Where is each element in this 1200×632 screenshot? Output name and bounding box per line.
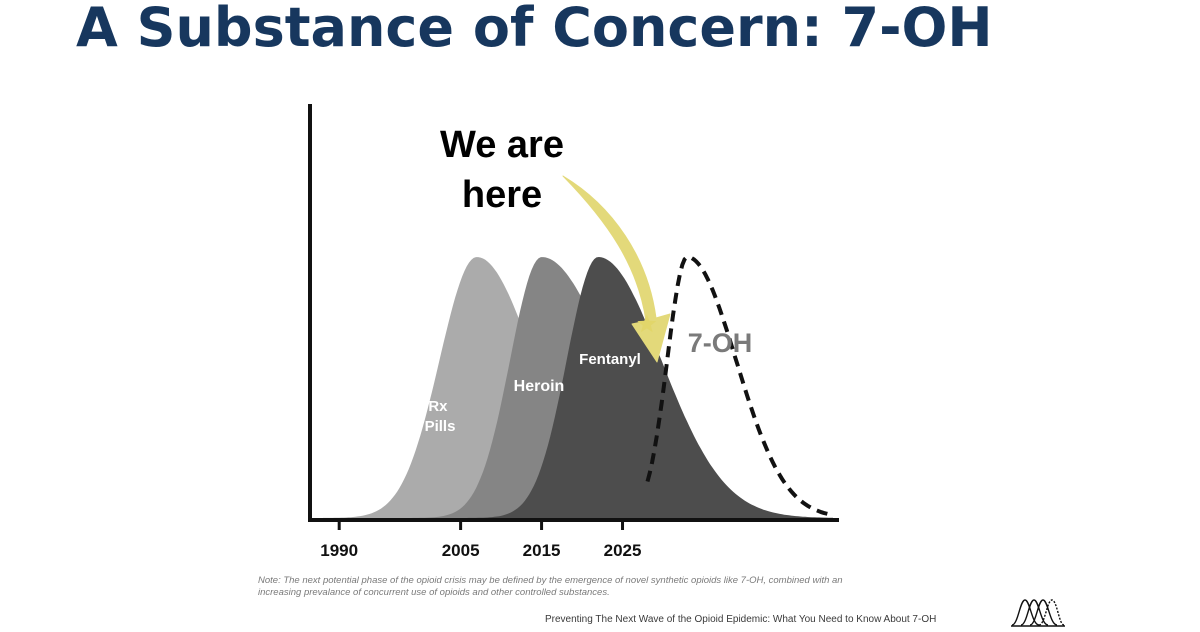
wave-rx-pills bbox=[323, 257, 833, 518]
tick-layer: 1990 2005 2015 2025 bbox=[320, 520, 641, 560]
x-tick-label: 2015 bbox=[523, 541, 561, 560]
opioid-waves-chart: 1990 2005 2015 2025 Rx Pills Heroin Fentany… bbox=[308, 104, 839, 560]
series-label-rx-pills: Rx Pills bbox=[425, 398, 456, 435]
annotation-text-line1: We are bbox=[440, 124, 564, 166]
x-tick-label: 1990 bbox=[320, 541, 358, 560]
star-icon bbox=[637, 314, 657, 333]
series-label-heroin: Heroin bbox=[514, 378, 565, 395]
series-label-7-oh: 7-OH bbox=[688, 328, 753, 358]
overlapping-waves-logo bbox=[1011, 599, 1065, 627]
slide-title: A Substance of Concern: 7-OH bbox=[76, 0, 993, 59]
wave-layer bbox=[323, 254, 834, 518]
series-label-layer: Rx Pills Heroin Fentanyl 7-OH bbox=[425, 328, 753, 435]
series-label-fentanyl: Fentanyl bbox=[579, 351, 641, 368]
wave-fentanyl bbox=[323, 257, 833, 518]
curved-arrow-icon bbox=[562, 175, 671, 363]
x-tick-label: 2005 bbox=[442, 541, 480, 560]
footnote: Note: The next potential phase of the op… bbox=[258, 575, 843, 598]
footer-text: Preventing The Next Wave of the Opioid E… bbox=[545, 614, 937, 625]
annotation-text-line2: here bbox=[462, 174, 542, 216]
we-are-here-annotation: We are here bbox=[440, 124, 671, 363]
wave-7-oh bbox=[645, 254, 834, 518]
x-tick-label: 2025 bbox=[604, 541, 642, 560]
